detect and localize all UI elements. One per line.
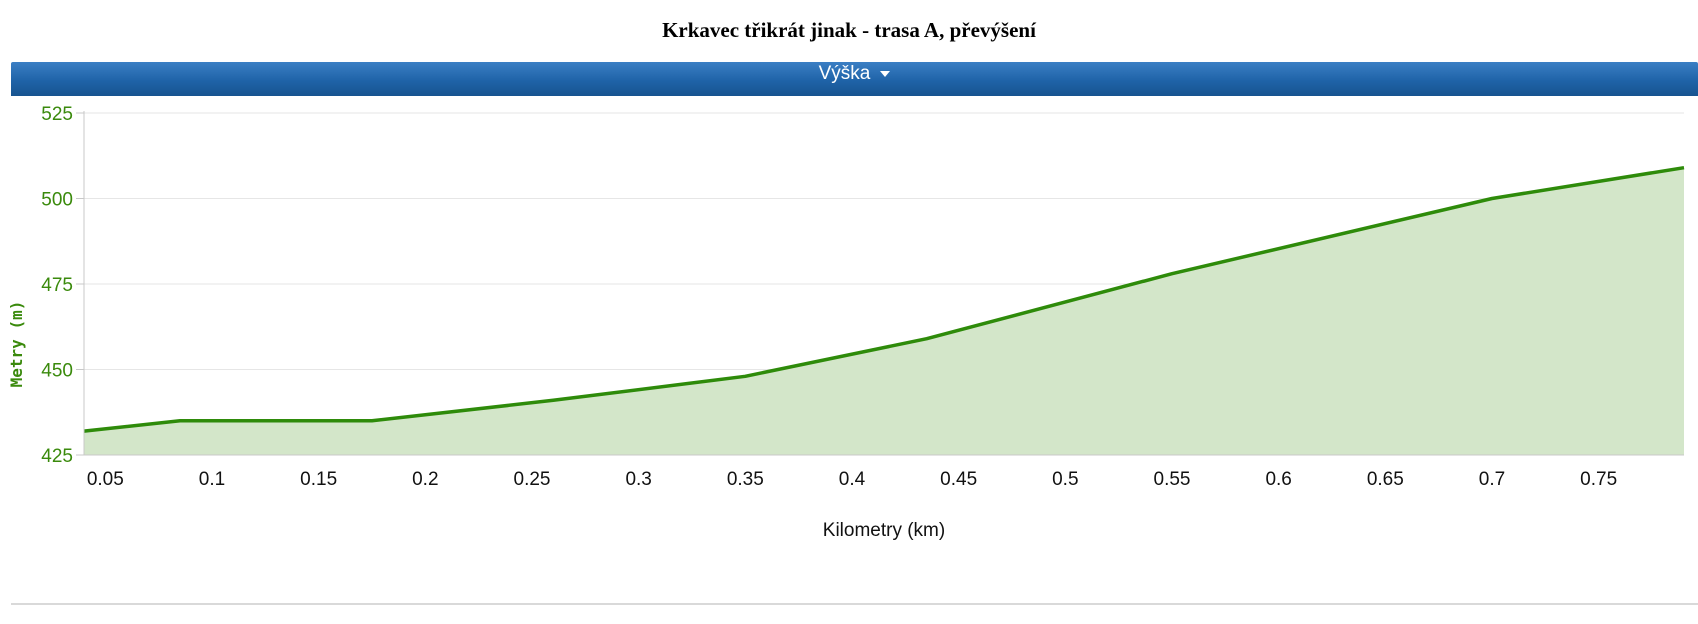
y-tick-label: 500 (41, 190, 73, 211)
y-axis-label: Metry (m) (7, 301, 26, 388)
elevation-dropdown-header[interactable]: Výška (11, 62, 1698, 96)
x-tick-label: 0.75 (1580, 469, 1617, 490)
x-tick-label: 0.2 (412, 469, 438, 490)
caret-down-icon (880, 71, 891, 77)
x-tick-label: 0.05 (87, 469, 124, 490)
x-tick-label: 0.6 (1265, 469, 1291, 490)
y-tick-label: 475 (41, 275, 73, 296)
x-tick-label: 0.35 (727, 469, 764, 490)
x-tick-label: 0.3 (625, 469, 651, 490)
y-tick-label: 450 (41, 361, 73, 382)
x-tick-label: 0.4 (839, 469, 866, 490)
y-tick-label: 525 (41, 104, 73, 125)
elevation-area-fill (84, 167, 1684, 455)
x-tick-label: 0.1 (199, 469, 225, 490)
x-tick-label: 0.45 (940, 469, 977, 490)
x-tick-label: 0.15 (300, 469, 337, 490)
x-axis-label: Kilometry (km) (823, 520, 945, 541)
page-title: Krkavec třikrát jinak - trasa A, převýše… (662, 18, 1036, 42)
elevation-dropdown-label: Výška (818, 63, 871, 84)
area-layer (83, 165, 1685, 455)
x-tick-label: 0.65 (1367, 469, 1404, 490)
x-tick-label: 0.55 (1154, 469, 1191, 490)
x-tick-label: 0.25 (514, 469, 551, 490)
tick-layer: 425 450 475 500 525 0.05 0.1 0.15 0.2 0.25 0.3 0.35… (41, 104, 1617, 490)
y-tick-label: 425 (41, 446, 73, 467)
elevation-line (83, 165, 1685, 433)
x-tick-label: 0.5 (1052, 469, 1078, 490)
axis-layer (76, 111, 1684, 456)
x-tick-label: 0.7 (1479, 469, 1505, 490)
divider (11, 603, 1698, 605)
